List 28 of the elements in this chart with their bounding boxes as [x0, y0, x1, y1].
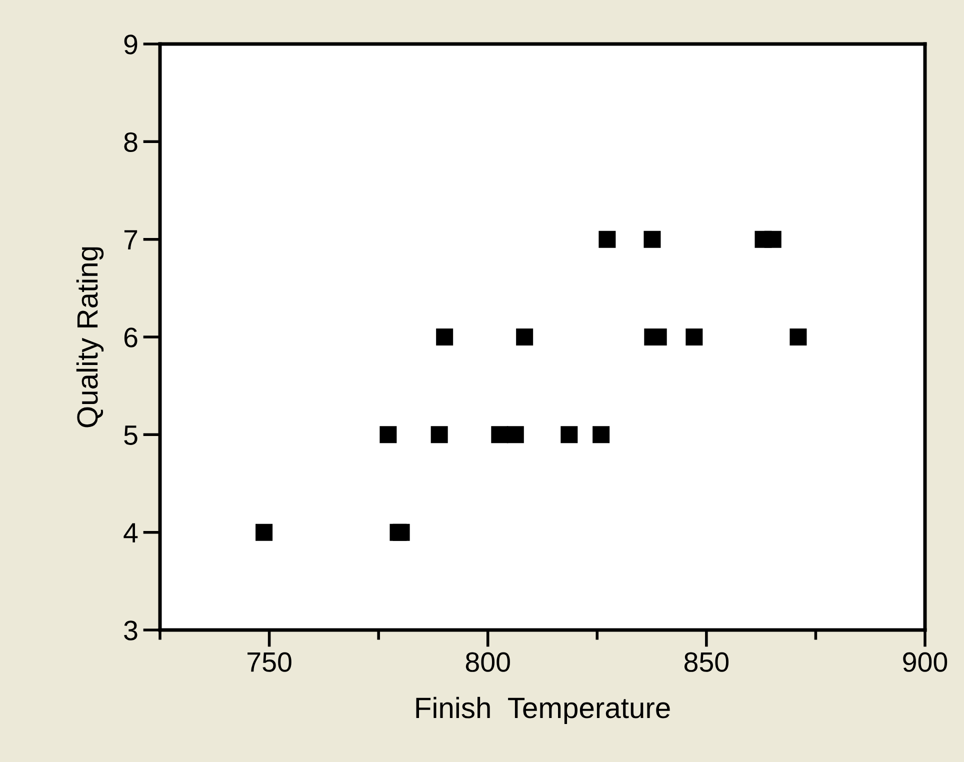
y-tick-label: 9: [124, 34, 138, 54]
x-tick-label: 750: [248, 652, 292, 672]
y-tick-label: 8: [124, 132, 138, 152]
y-tick-label: 3: [124, 620, 138, 640]
x-tick-label: 900: [903, 652, 948, 672]
x-axis-title: Finish Temperature: [416, 696, 670, 724]
point: [392, 524, 410, 541]
point: [592, 426, 610, 444]
point: [686, 328, 703, 346]
point: [436, 328, 454, 346]
y-tick-label: 7: [124, 230, 138, 250]
point: [256, 524, 273, 541]
point: [790, 328, 807, 346]
point: [560, 426, 578, 444]
point: [430, 426, 448, 444]
point: [380, 426, 397, 444]
x-tick-label: 850: [684, 652, 729, 672]
point: [644, 230, 661, 248]
x-tick-label: 800: [466, 652, 510, 672]
y-tick-label: 4: [124, 523, 138, 542]
y-tick-label: 6: [124, 328, 138, 348]
point: [491, 426, 508, 444]
point: [506, 426, 524, 444]
y-axis-title: Quality Rating: [76, 247, 104, 428]
point: [516, 328, 534, 346]
point: [598, 230, 616, 248]
point: [764, 230, 782, 248]
y-tick-label: 5: [124, 426, 138, 446]
